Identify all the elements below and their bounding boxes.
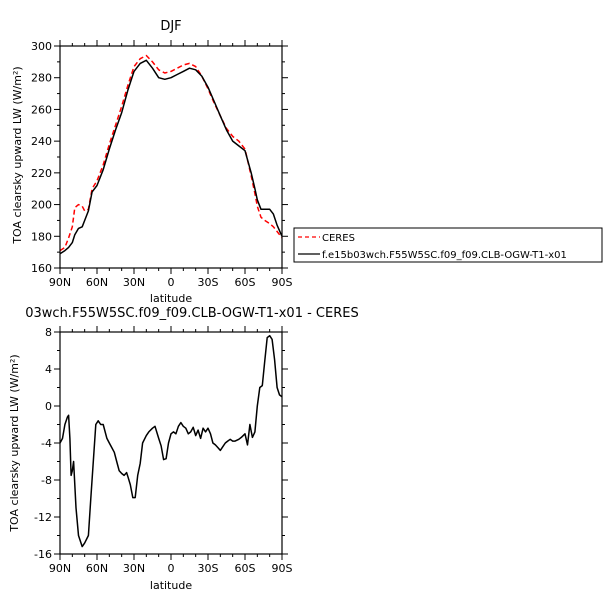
top-y-tick-label: 300	[31, 40, 52, 53]
bottom-x-tick-label: 0	[168, 562, 175, 575]
top-x-tick-label: 90S	[272, 276, 293, 289]
bottom-x-axis-label: latitude	[150, 579, 192, 592]
bottom-y-tick-label: -4	[41, 437, 52, 450]
bottom-axis-ticks: 90N 60N 30N 0 30S 60S 90S -16 -12 -8 -4 0 4 8	[34, 326, 293, 575]
top-y-tick-label: 180	[31, 230, 52, 243]
bottom-y-tick-label: 0	[45, 400, 52, 413]
top-y-axis-label: TOA clearsky upward LW (W/m²)	[11, 66, 24, 244]
top-y-tick-label: 280	[31, 72, 52, 85]
legend-entry-model: f.e15b03wch.F55W5SC.f09_f09.CLB-OGW-T1-x…	[322, 250, 567, 261]
bottom-x-tick-label: 60N	[86, 562, 108, 575]
bottom-y-tick-label: -8	[41, 474, 52, 487]
bottom-y-tick-label: -12	[34, 511, 52, 524]
top-x-tick-label: 0	[168, 276, 175, 289]
bottom-x-tick-label: 30S	[198, 562, 219, 575]
top-chart-title: DJF	[160, 19, 181, 34]
top-y-tick-label: 240	[31, 135, 52, 148]
bottom-panel: 03wch.F55W5SC.f09_f09.CLB-OGW-T1-x01 - C…	[8, 306, 359, 592]
top-plot-frame	[59, 45, 283, 269]
top-x-tick-label: 30S	[198, 276, 219, 289]
bottom-y-tick-label: -16	[34, 548, 52, 561]
legend-box	[293, 227, 603, 263]
top-series-line-1	[59, 59, 283, 255]
top-y-tick-label: 200	[31, 199, 52, 212]
top-x-tick-label: 90N	[49, 276, 71, 289]
bottom-x-tick-label: 30N	[123, 562, 145, 575]
bottom-plot-frame	[59, 331, 283, 555]
bottom-y-tick-label: 8	[45, 326, 52, 339]
bottom-x-tick-label: 90S	[272, 562, 293, 575]
bottom-x-tick-label: 90N	[49, 562, 71, 575]
top-y-tick-label: 160	[31, 262, 52, 275]
top-x-axis-label: latitude	[150, 292, 192, 305]
bottom-series-group	[59, 334, 283, 548]
top-x-tick-label: 60S	[235, 276, 256, 289]
top-panel: DJF TOA clearsky upward LW (W/m²) latitu…	[11, 19, 293, 305]
bottom-y-tick-label: 4	[45, 363, 52, 376]
top-series-group	[59, 54, 283, 255]
top-y-tick-label: 260	[31, 103, 52, 116]
top-x-tick-label: 30N	[123, 276, 145, 289]
bottom-chart-title: 03wch.F55W5SC.f09_f09.CLB-OGW-T1-x01 - C…	[25, 306, 358, 321]
top-y-tick-label: 220	[31, 167, 52, 180]
bottom-series-line-0	[59, 334, 283, 548]
top-series-line-0	[59, 54, 283, 252]
bottom-y-axis-label: TOA clearsky upward LW (W/m²)	[8, 354, 21, 532]
legend: CERES f.e15b03wch.F55W5SC.f09_f09.CLB-OG…	[293, 227, 603, 263]
top-axis-ticks: 90N 60N 30N 0 30S 60S 90S 160 180 200 220 240 260 280…	[31, 40, 293, 289]
legend-entry-ceres: CERES	[322, 233, 355, 244]
bottom-x-tick-label: 60S	[235, 562, 256, 575]
top-x-tick-label: 60N	[86, 276, 108, 289]
